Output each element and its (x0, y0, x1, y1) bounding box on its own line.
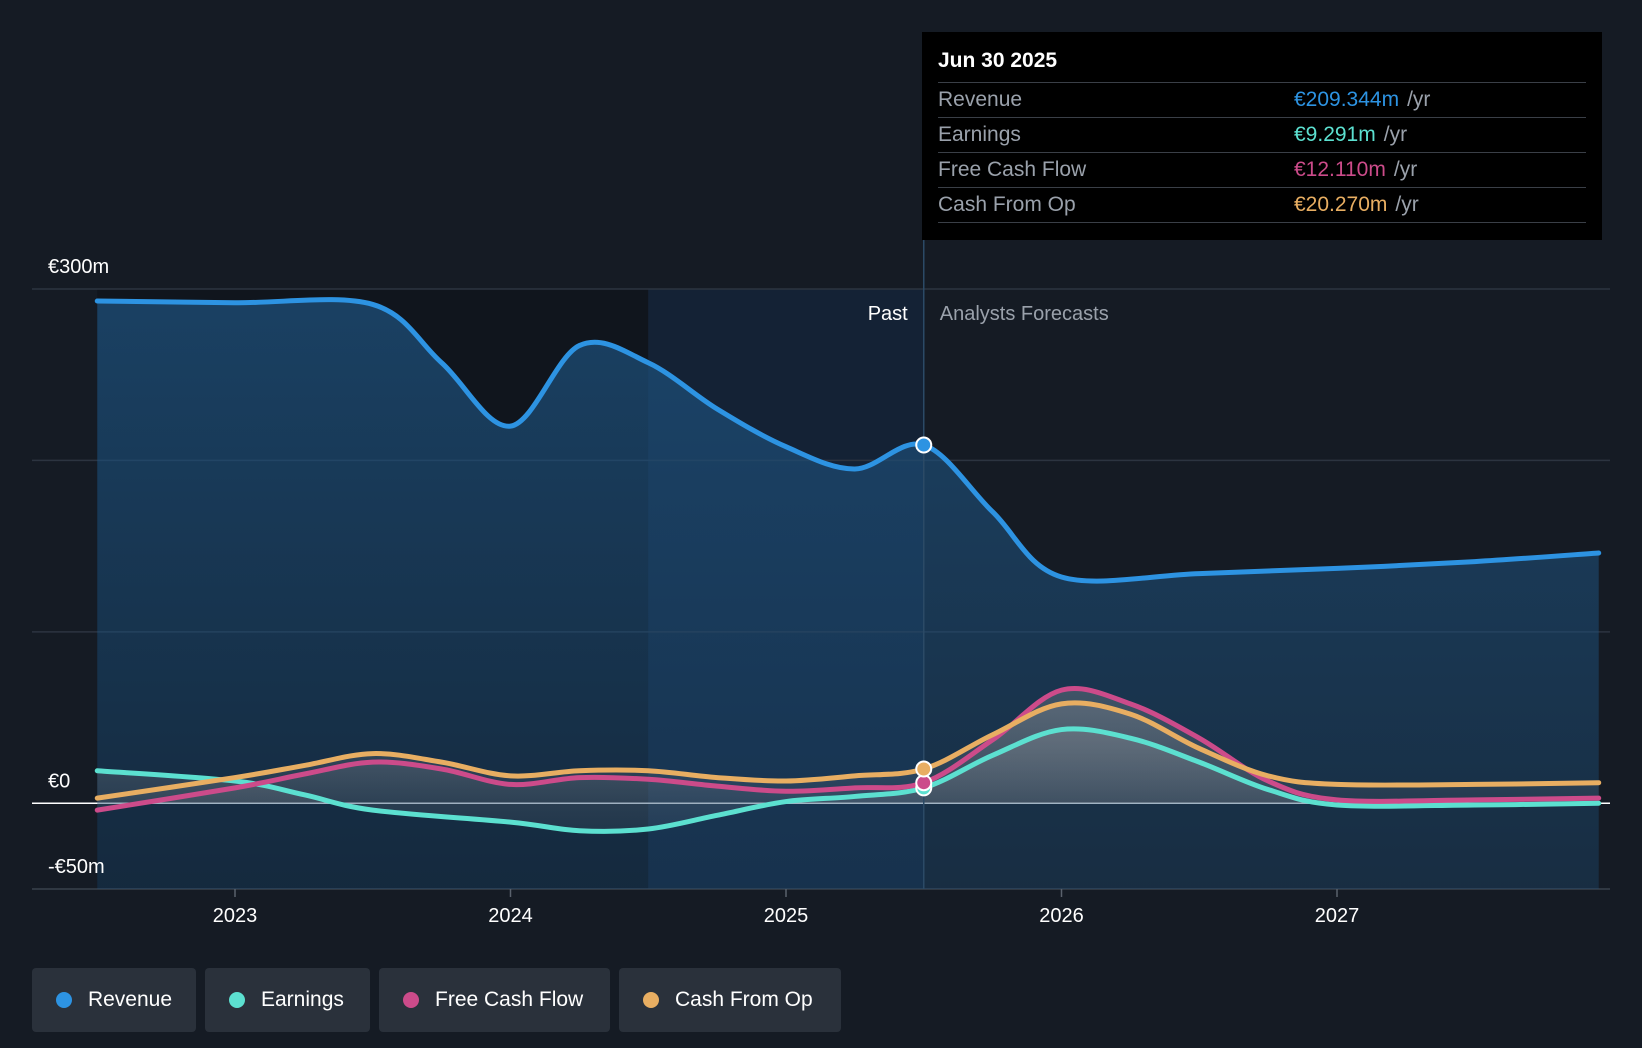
cash-from-op-line (94, 700, 1602, 801)
legend-item-cash-from-op[interactable]: Cash From Op (619, 968, 841, 1032)
free-cash-flow-line (94, 686, 1602, 813)
tooltip-value: €209.344m (1294, 88, 1400, 111)
tooltip-unit: /yr (1395, 193, 1419, 216)
y-axis-label: €0 (48, 770, 70, 792)
tooltip-label: Free Cash Flow (938, 158, 1087, 181)
revenue-line (94, 297, 1602, 584)
legend-dot-icon (229, 992, 245, 1008)
legend-dot-icon (643, 992, 659, 1008)
tooltip-row-cash-from-op: Cash From Op €20.270m /yr (938, 188, 1586, 223)
cash-from-op-marker (915, 760, 933, 778)
x-tick-label: 2027 (1315, 905, 1360, 927)
tooltip-unit: /yr (1407, 88, 1431, 111)
y-axis-labels: €300m €0 -€50m (48, 256, 109, 878)
tooltip-label: Revenue (938, 88, 1023, 111)
earnings-area (97, 728, 1599, 832)
legend-dot-icon (403, 992, 419, 1008)
legend: Revenue Earnings Free Cash Flow Cash Fro… (32, 968, 841, 1032)
forecast-label: Analysts Forecasts (940, 303, 1109, 325)
y-axis-label: €300m (48, 256, 109, 278)
x-tick-label: 2024 (488, 905, 533, 927)
revenue-marker (915, 436, 933, 454)
tooltip-row-earnings: Earnings €9.291m /yr (938, 118, 1586, 153)
tooltip: Jun 30 2025 Revenue €209.344m /yr Earnin… (922, 32, 1602, 240)
legend-item-revenue[interactable]: Revenue (32, 968, 196, 1032)
tooltip-row-revenue: Revenue €209.344m /yr (938, 83, 1586, 118)
tooltip-value: €20.270m (1294, 193, 1388, 216)
tooltip-label: Earnings (938, 123, 1021, 146)
legend-label: Cash From Op (675, 988, 813, 1011)
legend-label: Revenue (87, 988, 172, 1011)
legend-label: Earnings (261, 988, 344, 1011)
legend-dot-icon (56, 992, 72, 1008)
x-tick-label: 2025 (764, 905, 809, 927)
tooltip-value: €12.110m (1294, 158, 1386, 181)
tooltip-date: Jun 30 2025 (938, 46, 1586, 83)
series-lines (94, 297, 1602, 834)
tooltip-value: €9.291m (1294, 123, 1376, 146)
tooltip-row-free-cash-flow: Free Cash Flow €12.110m /yr (938, 153, 1586, 188)
x-axis: 2023 2024 2025 2026 2027 (213, 889, 1360, 927)
highlight-markers (915, 436, 933, 797)
past-label: Past (868, 303, 908, 325)
x-tick-label: 2026 (1039, 905, 1084, 927)
x-tick-label: 2023 (213, 905, 258, 927)
legend-item-earnings[interactable]: Earnings (205, 968, 370, 1032)
tooltip-unit: /yr (1383, 123, 1408, 146)
legend-label: Free Cash Flow (435, 988, 584, 1011)
tooltip-label: Cash From Op (938, 193, 1076, 216)
tooltip-unit: /yr (1393, 158, 1418, 181)
y-axis-label: -€50m (48, 856, 105, 878)
chart-canvas: €300m €0 -€50m 2023 2024 2025 2026 2027 Past A… (32, 240, 1610, 927)
revenue-area (97, 299, 1599, 889)
legend-item-free-cash-flow[interactable]: Free Cash Flow (379, 968, 610, 1032)
earnings-line (94, 726, 1602, 834)
